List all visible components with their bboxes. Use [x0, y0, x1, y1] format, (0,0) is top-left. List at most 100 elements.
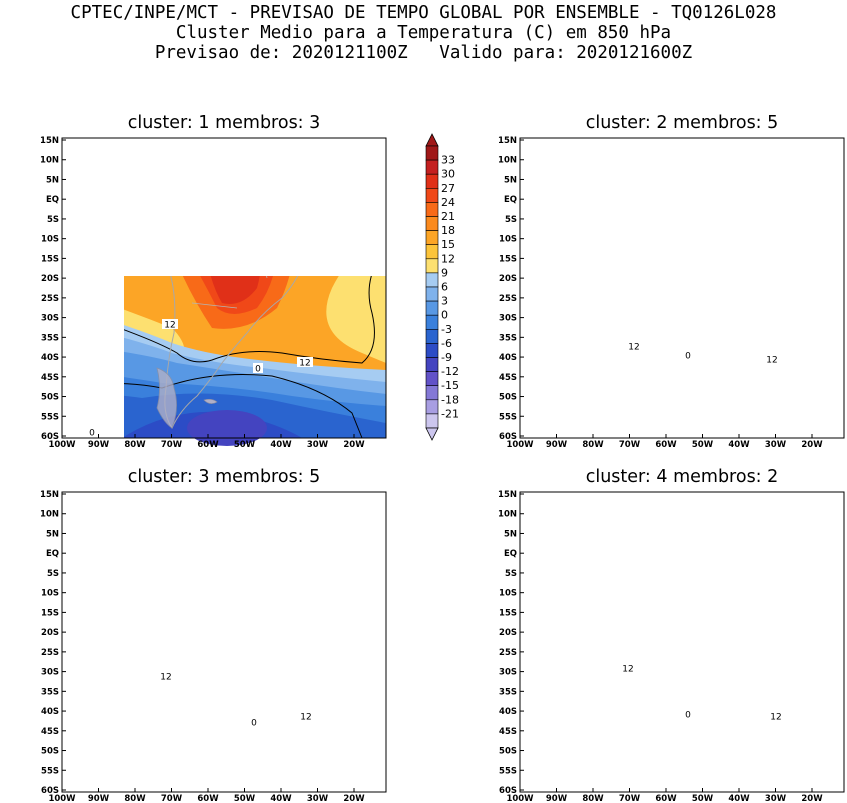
contour-12: [62, 602, 386, 717]
lat-tick-label: 15N: [498, 490, 517, 500]
temperature-field: [62, 492, 386, 800]
lat-tick-label: 15N: [40, 490, 59, 500]
contour-label: 12: [299, 359, 310, 369]
lat-tick-label: 10N: [498, 510, 517, 520]
lon-tick-label: 20W: [343, 440, 365, 450]
colorbar-label: 24: [441, 196, 455, 209]
map-frame: [61, 137, 387, 439]
lat-tick-label: 30S: [499, 314, 517, 324]
lat-tick-label: 15N: [498, 136, 517, 146]
lon-tick-label: 90W: [546, 440, 568, 450]
lon-tick-label: 50W: [692, 440, 714, 450]
lat-tick-label: 55S: [41, 766, 59, 776]
warm-area: [144, 512, 295, 683]
lat-tick-label: 10N: [40, 156, 59, 166]
lat-tick-label: 25S: [41, 294, 59, 304]
contour-12: [520, 602, 844, 717]
lat-tick-label: 40S: [499, 353, 517, 363]
map-frame: [61, 491, 387, 793]
contour-0: [520, 729, 820, 793]
lat-tick-label: 10N: [40, 510, 59, 520]
lat-tick-label: 25S: [499, 294, 517, 304]
lat-tick-label: 35S: [41, 687, 59, 697]
lat-tick-label: 10S: [41, 589, 59, 599]
lat-tick-label: 15S: [499, 608, 517, 618]
contour-0: [520, 375, 820, 439]
cold-area: [520, 306, 844, 438]
lat-tick-label: 10S: [41, 235, 59, 245]
contour-label: 0: [251, 719, 257, 729]
colorbar-swatch: [425, 357, 439, 372]
lat-tick-label: 5N: [504, 529, 517, 539]
continent-outline: [600, 149, 777, 428]
colorbar-swatch: [425, 371, 439, 387]
lon-tick-label: 40W: [270, 440, 292, 450]
lat-tick-label: 5S: [47, 569, 59, 579]
lat-tick-label: EQ: [46, 195, 59, 205]
temperature-field: [124, 276, 386, 446]
lat-tick-label: 10S: [499, 589, 517, 599]
main-title-line1: CPTEC/INPE/MCT - PREVISAO DE TEMPO GLOBA…: [70, 3, 777, 23]
colorbar-swatch: [425, 145, 439, 161]
colorbar-swatch: [425, 286, 439, 302]
contour-label: 0: [685, 711, 691, 721]
lat-tick-label: EQ: [46, 549, 59, 559]
warm-area: [602, 158, 753, 329]
colorbar-label: -3: [441, 323, 452, 336]
lon-tick-label: 30W: [307, 440, 329, 450]
contour-12: [520, 248, 844, 363]
lat-tick-label: 50S: [499, 393, 517, 403]
lon-tick-label: 60W: [197, 794, 219, 803]
lat-tick-label: 60S: [41, 432, 59, 442]
lon-tick-label: 100W: [48, 794, 76, 803]
lon-tick-label: 40W: [270, 794, 292, 803]
lat-tick-label: 45S: [41, 373, 59, 383]
panel-title: cluster: 2 membros: 5: [586, 113, 779, 133]
contour-label: 12: [628, 343, 639, 353]
contour-label: 12: [160, 673, 171, 683]
lon-tick-label: 40W: [728, 794, 750, 803]
colorbar-label: -6: [441, 337, 452, 350]
colorbar-swatch: [425, 202, 439, 217]
colorbar-label: 33: [441, 154, 455, 167]
lat-tick-label: 50S: [41, 747, 59, 757]
colorbar-label: 0: [441, 309, 448, 322]
lat-tick-label: 25S: [41, 648, 59, 658]
temperature-field: [520, 492, 844, 800]
map-panel: cluster: 2 membros: 5 15N 10N 5N EQ 5S 10S 15S 2…: [498, 113, 845, 450]
lon-tick-label: 60W: [655, 794, 677, 803]
continent-outline: [164, 276, 299, 430]
lon-tick-label: 80W: [582, 440, 604, 450]
colorbar-label: 9: [441, 266, 448, 279]
main-title-line2: Cluster Medio para a Temperatura (C) em …: [175, 23, 672, 43]
panel-title: cluster: 3 membros: 5: [128, 467, 321, 487]
colorbar-swatch: [425, 173, 439, 189]
panel-title: cluster: 4 membros: 2: [586, 467, 779, 487]
lat-tick-label: 55S: [499, 766, 517, 776]
contour-0: [124, 374, 363, 439]
lat-tick-label: 30S: [41, 314, 59, 324]
lat-tick-label: 5N: [46, 175, 59, 185]
lon-tick-label: 70W: [619, 440, 641, 450]
lat-tick-label: 35S: [499, 333, 517, 343]
lon-tick-label: 90W: [546, 794, 568, 803]
colorbar-swatch: [425, 343, 439, 358]
lat-tick-label: 35S: [499, 687, 517, 697]
contour-label: 0: [685, 352, 691, 362]
lat-tick-label: 35S: [41, 333, 59, 343]
temperature-field: [520, 138, 844, 446]
colorbar-arrow-bottom: [425, 427, 439, 441]
lat-tick-label: 5N: [504, 175, 517, 185]
colorbar-swatch: [425, 258, 439, 274]
lat-tick-label: 15S: [499, 254, 517, 264]
lat-tick-label: 45S: [499, 373, 517, 383]
lat-tick-label: 45S: [499, 727, 517, 737]
colorbar-label: 18: [441, 224, 455, 237]
lon-tick-label: 70W: [619, 794, 641, 803]
lon-tick-label: 30W: [765, 794, 787, 803]
lon-tick-label: 20W: [801, 794, 823, 803]
lat-tick-label: 50S: [41, 393, 59, 403]
colorbar-swatch: [425, 244, 439, 260]
